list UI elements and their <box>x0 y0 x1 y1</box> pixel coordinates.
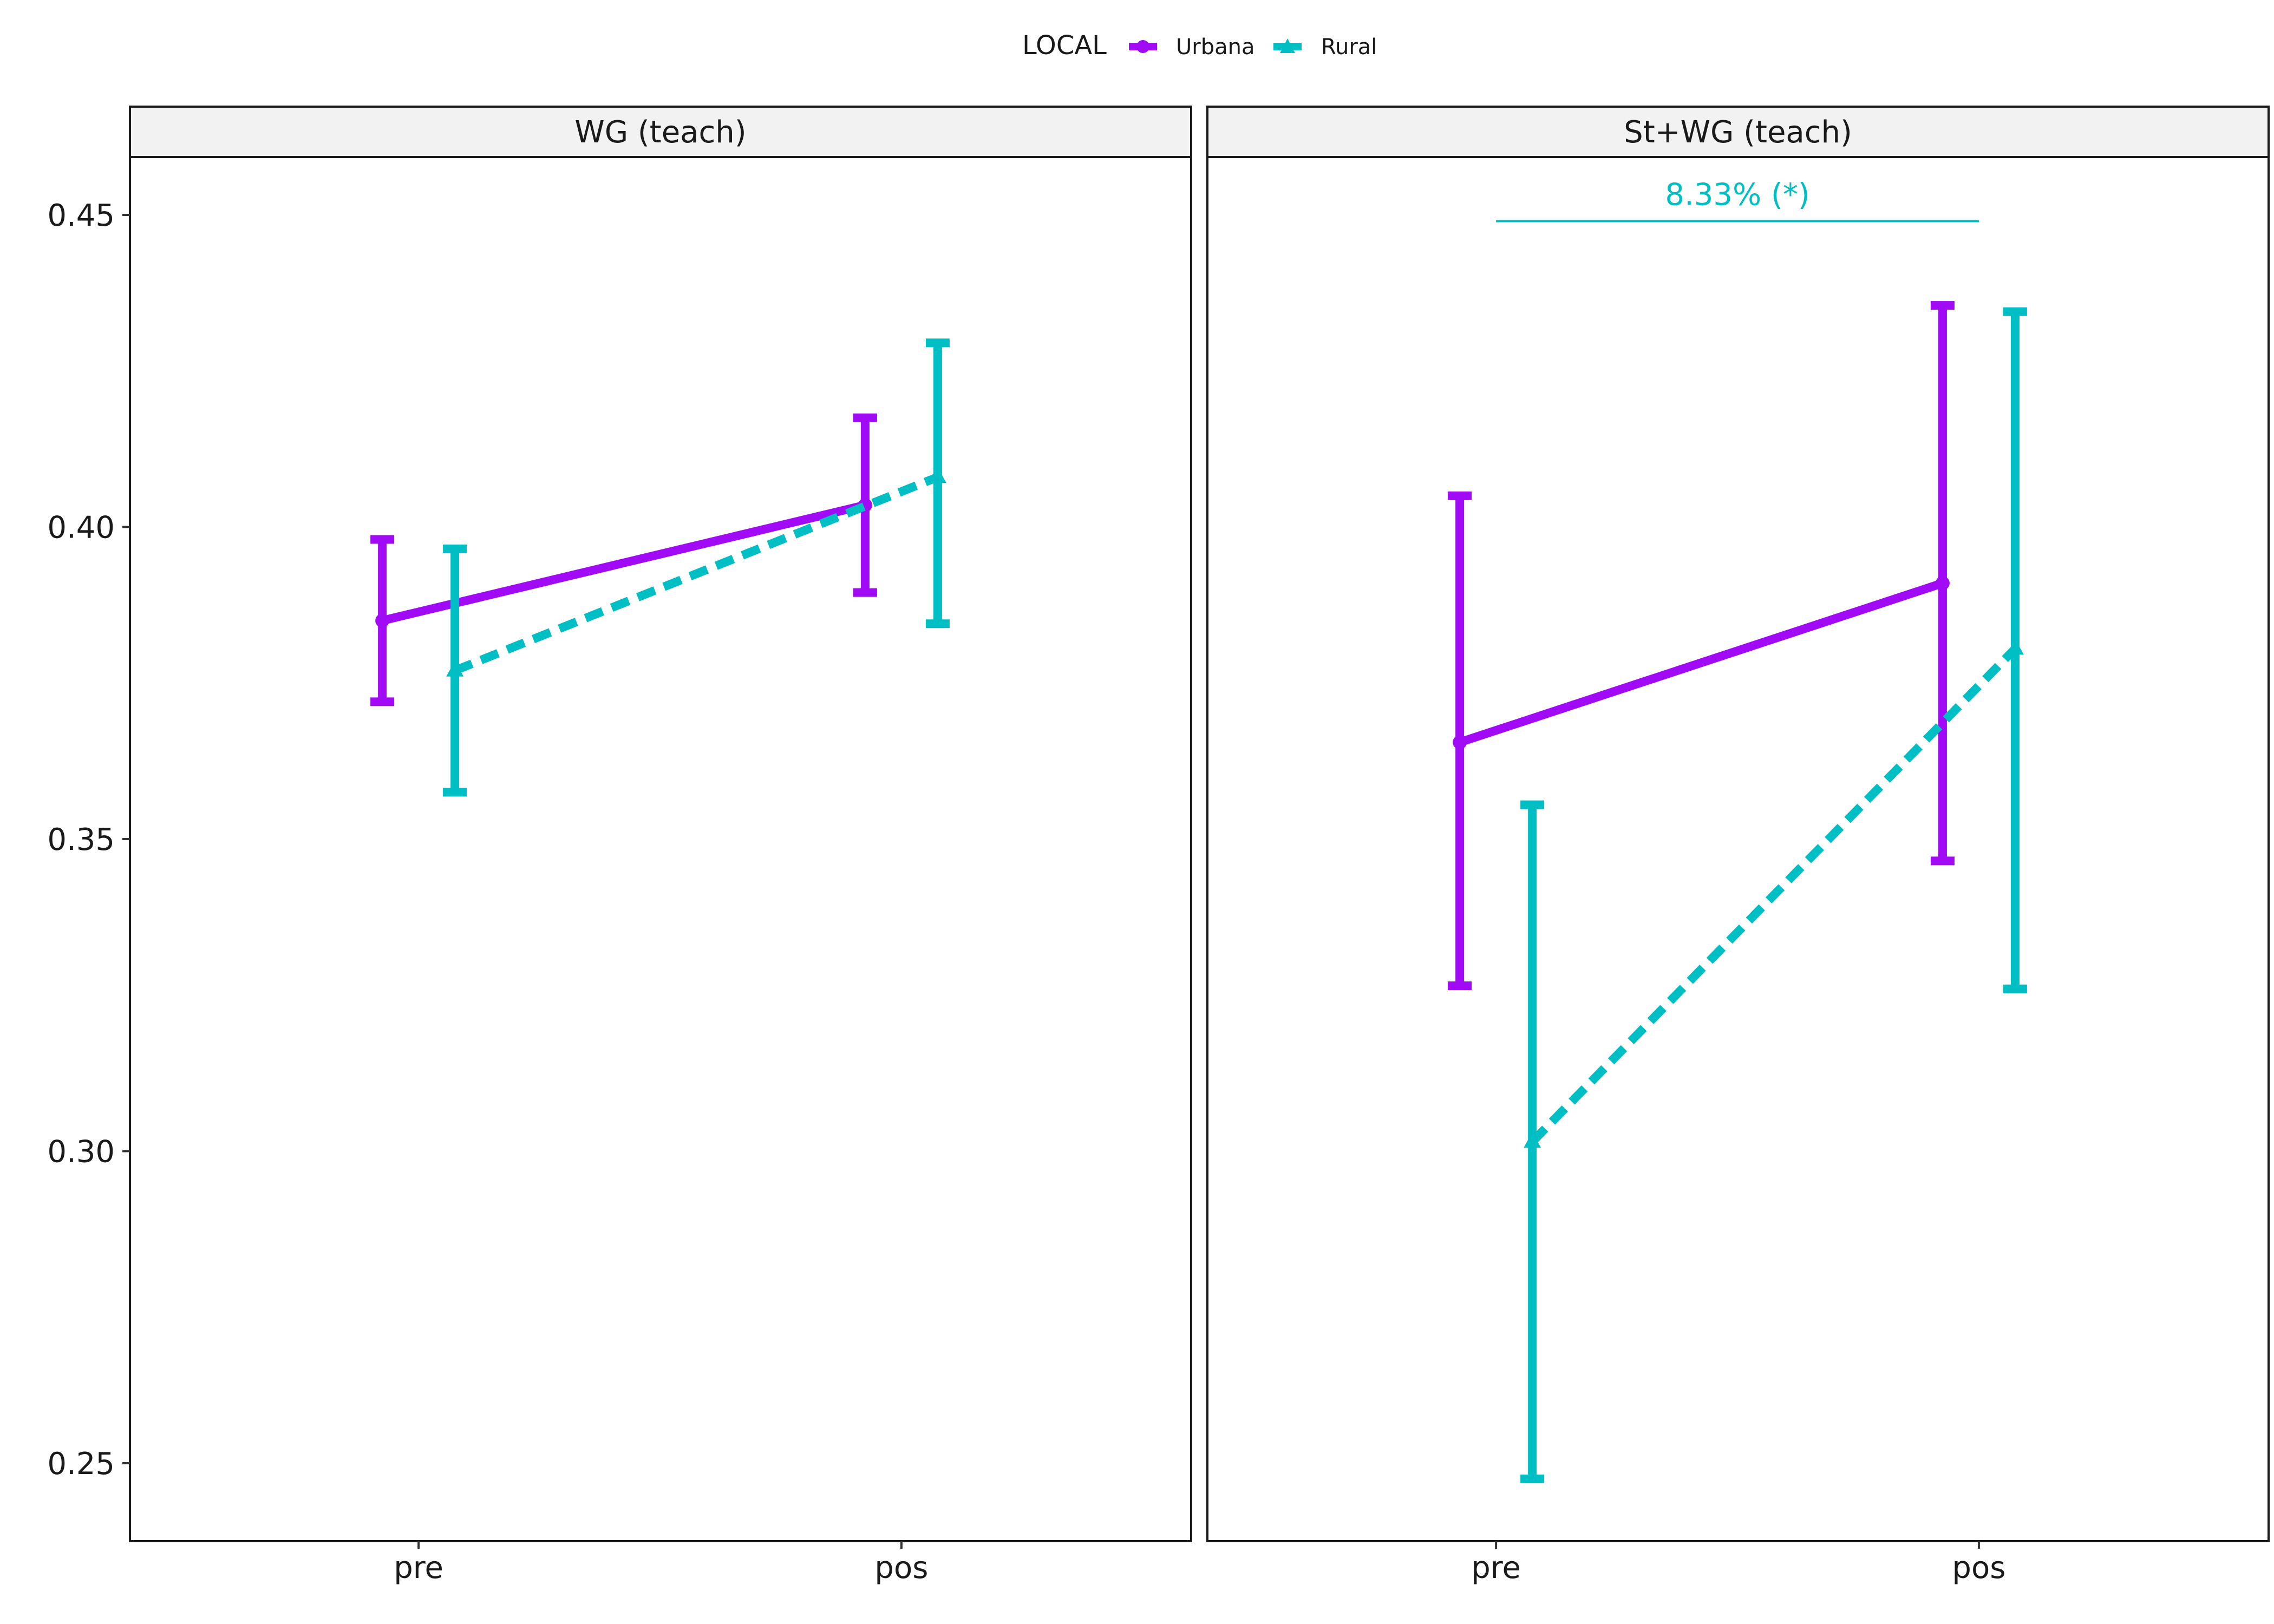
x-tick-label-pre: pre <box>1471 1550 1521 1586</box>
legend-label-urbana: Urbana <box>1176 35 1255 60</box>
series-line <box>1529 645 2018 1145</box>
significance-label: 8.33% (*) <box>1665 178 1809 213</box>
panel-title: St+WG (teach) <box>1624 115 1852 150</box>
data-point <box>929 467 946 483</box>
y-tick-label: 0.40 <box>47 510 115 546</box>
panel-plot-area <box>129 156 1192 1542</box>
data-point <box>375 613 390 628</box>
legend-marker-rural <box>1280 38 1295 53</box>
data-point <box>446 660 464 677</box>
series-rural <box>1520 307 2027 1483</box>
legend-marker-urbana <box>1136 40 1149 53</box>
y-tick-label: 0.25 <box>47 1446 115 1482</box>
panel-st-wg-teach: St+WG (teach) pre pos 8.33% (*) <box>1206 106 2270 1586</box>
legend: LOCAL Urbana Rural <box>1022 30 1377 61</box>
data-point <box>1524 1132 1541 1148</box>
panel-wg-teach: WG (teach) pre pos <box>129 106 1192 1586</box>
x-tick-label-pos: pos <box>874 1550 928 1586</box>
panel-title: WG (teach) <box>574 115 746 150</box>
data-point <box>1935 576 1950 591</box>
legend-label-rural: Rural <box>1321 35 1377 60</box>
series-line <box>381 501 866 625</box>
y-tick-label: 0.35 <box>47 822 115 857</box>
series-line <box>453 473 939 675</box>
y-tick-label: 0.30 <box>47 1135 115 1170</box>
panel-strip <box>1206 106 2270 158</box>
series-rural <box>443 338 950 797</box>
x-tick-label-pos: pos <box>1952 1550 2005 1586</box>
y-tick-label: 0.45 <box>47 198 115 233</box>
y-axis: 0.25 0.30 0.35 0.40 0.45 <box>47 198 130 1482</box>
data-point <box>1453 735 1467 750</box>
series-urbana <box>1448 301 1955 990</box>
x-tick-label-pre: pre <box>394 1550 443 1586</box>
panel-plot-area <box>1206 156 2270 1542</box>
series-line <box>1458 579 1944 746</box>
series-urbana <box>370 413 877 706</box>
legend-title: LOCAL <box>1022 30 1107 61</box>
facet-panels: WG (teach) pre pos St+WG (teach) pre pos 8.33%… <box>129 106 2270 1586</box>
data-point <box>2006 639 2024 655</box>
panel-strip <box>129 106 1192 158</box>
